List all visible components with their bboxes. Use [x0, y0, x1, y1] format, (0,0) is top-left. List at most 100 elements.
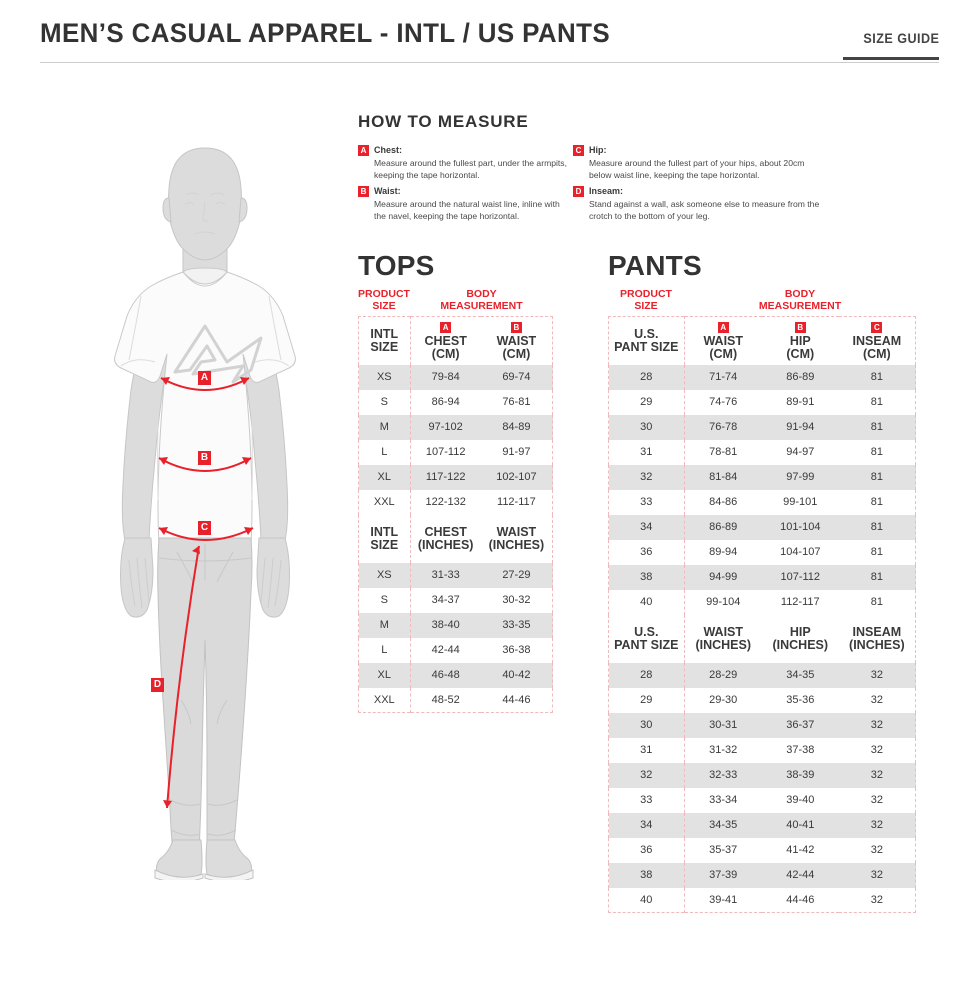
mannequin-svg — [114, 147, 296, 880]
pants-in-cell: 32-33 — [684, 762, 762, 788]
tops-cm-cell: 79-84 — [410, 364, 481, 390]
marker-a-icon: A — [717, 322, 729, 334]
pants-cm-cell: 86-89 — [684, 514, 762, 540]
size-guide-badge: SIZE GUIDE — [863, 30, 939, 46]
tops-cm-cell: 84-89 — [480, 414, 553, 440]
marker-a-icon: A — [440, 322, 452, 334]
tops-size-table: INTL SIZE A CHEST (CM) B WAIST (CM) XS 79-84 69-74… — [358, 316, 553, 713]
tops-in-header-row: INTL SIZE CHEST (INCHES) WAIST (INCHES) — [358, 514, 553, 563]
tops-table-block: TOPS PRODUCT SIZE BODY MEASUREMENT INTL S… — [358, 250, 553, 713]
pants-cm-cell: 81 — [838, 464, 916, 490]
pants-cm-cell: 40 — [608, 589, 685, 615]
pants-in-col-header-0: U.S. PANT SIZE — [608, 614, 685, 663]
pants-cm-cell: 81 — [838, 514, 916, 540]
pants-cm-row: 32 81-84 97-99 81 — [608, 464, 916, 490]
pants-in-cell: 28 — [608, 662, 685, 688]
how-to-measure-column-left: A Chest: Measure around the fullest part… — [358, 144, 573, 222]
pants-cm-cell: 89-91 — [786, 396, 815, 408]
pants-in-cell: 36-37 — [761, 712, 839, 738]
tops-cm-col-header-0: INTL SIZE — [358, 316, 411, 365]
tops-cm-row: XXL 122-132 112-117 — [358, 489, 553, 515]
pants-cm-cell: 101-104 — [761, 514, 839, 540]
pants-in-cell: 44-46 — [786, 893, 815, 906]
pants-cm-row: 34 86-89 101-104 81 — [608, 514, 916, 540]
pants-cm-col-header-3: C INSEAM (CM) — [838, 316, 916, 365]
pants-cm-cell: 81 — [870, 446, 883, 458]
pants-cm-cell: 81 — [870, 596, 883, 608]
pants-cm-header-row: U.S. PANT SIZE A WAIST (CM) B HIP (CM) C INSEAM (C… — [608, 316, 916, 365]
tops-in-cell: 36-38 — [502, 644, 531, 656]
tops-title: TOPS — [358, 250, 435, 281]
how-to-measure-section: HOW TO MEASURE A Chest: Measure around t… — [358, 112, 828, 222]
pants-cm-cell: 94-99 — [684, 564, 762, 590]
tops-cm-cell: S — [358, 389, 411, 415]
pants-cm-row: 38 94-99 107-112 81 — [608, 564, 916, 590]
pants-in-cell: 42-44 — [761, 862, 839, 888]
pants-cm-cell: 76-78 — [684, 414, 762, 440]
arrow-hip-c — [158, 527, 254, 541]
pants-in-row: 31 31-32 37-38 32 — [608, 737, 916, 763]
pants-in-cell: 38-39 — [761, 762, 839, 788]
pants-in-cell: 32 — [838, 662, 916, 688]
marker-c-icon: C — [871, 322, 883, 334]
pants-in-row: 30 30-31 36-37 32 — [608, 712, 916, 738]
tops-cm-col-header-2: B WAIST (CM) — [480, 316, 553, 365]
marker-a-icon: A — [358, 145, 369, 156]
pants-in-cell: 34-35 — [761, 662, 839, 688]
figure-badge-a: A — [198, 371, 211, 385]
tops-cm-row: XS 79-84 69-74 — [358, 364, 553, 390]
pants-in-col-header-2: HIP (INCHES) — [761, 614, 839, 663]
pants-in-cell: 35-36 — [786, 694, 815, 706]
pants-in-cell: 34 — [608, 812, 685, 838]
pants-cm-row: 28 71-74 86-89 81 — [608, 364, 916, 390]
pants-in-cell: 32 — [838, 862, 916, 888]
tops-cm-cell: M — [358, 414, 411, 440]
pants-in-cell: 32 — [870, 893, 883, 906]
pants-in-cell: 40-41 — [761, 812, 839, 838]
tops-in-cell: L — [358, 637, 411, 663]
marker-c-icon: C — [573, 145, 584, 156]
pants-in-row: 40 39-41 44-46 32 — [608, 887, 916, 913]
pants-title: PANTS — [608, 250, 702, 281]
pants-cm-cell: 81 — [870, 396, 883, 408]
pants-in-cell: 32 — [838, 812, 916, 838]
how-to-label-hip: Hip: — [589, 145, 607, 155]
pants-in-row: 33 33-34 39-40 32 — [608, 787, 916, 813]
pants-in-col-header-1: WAIST (INCHES) — [684, 614, 762, 663]
how-to-measure-item-chest: A Chest: — [358, 144, 573, 156]
measurement-figure-illustration: A B C D — [55, 140, 355, 880]
how-to-measure-item-waist: B Waist: — [358, 185, 573, 197]
header-divider — [40, 62, 939, 63]
pants-in-header-row: U.S. PANT SIZE WAIST (INCHES) HIP (INCHES) INS… — [608, 614, 916, 663]
pants-in-cell: 40 — [608, 887, 685, 913]
page-title: MEN’S CASUAL APPAREL - INTL / US PANTS — [40, 18, 610, 48]
pants-cm-row: 33 84-86 99-101 81 — [608, 489, 916, 515]
pants-cm-cell: 107-112 — [761, 564, 839, 590]
tops-in-row: XXL 48-52 44-46 — [358, 687, 553, 713]
pants-cm-cell: 91-94 — [761, 414, 839, 440]
how-to-measure-column-right: C Hip: Measure around the fullest part o… — [573, 144, 828, 222]
pants-in-cell: 31-32 — [709, 744, 738, 756]
pants-cm-cell: 94-97 — [786, 446, 815, 458]
tops-in-cell: 38-40 — [410, 612, 481, 638]
size-guide-underline — [843, 57, 939, 60]
pants-cm-cell: 38 — [608, 564, 685, 590]
pants-cm-row: 30 76-78 91-94 81 — [608, 414, 916, 440]
tops-cm-cell: XL — [358, 464, 411, 490]
pants-group-body-measurement: BODY MEASUREMENT — [758, 288, 842, 312]
pants-in-cell: 32 — [870, 694, 883, 706]
pants-cm-row: 40 99-104 112-117 81 — [608, 589, 916, 615]
pants-cm-cell: 99-104 — [706, 596, 741, 608]
pants-cm-col-header-1: A WAIST (CM) — [684, 316, 762, 365]
tops-cm-cell: 117-122 — [410, 464, 481, 490]
pants-in-col-header-3: INSEAM (INCHES) — [838, 614, 916, 663]
tops-cm-cell: 91-97 — [502, 446, 531, 458]
pants-cm-col-header-2: B HIP (CM) — [761, 316, 839, 365]
pants-in-row: 29 29-30 35-36 32 — [608, 687, 916, 713]
tops-in-cell: S — [358, 587, 411, 613]
pants-in-cell: 37-38 — [786, 744, 815, 756]
pants-cm-cell: 97-99 — [761, 464, 839, 490]
tops-in-cell: XL — [358, 662, 411, 688]
tops-in-cell: XS — [358, 562, 411, 588]
tops-in-cell: 46-48 — [410, 662, 481, 688]
